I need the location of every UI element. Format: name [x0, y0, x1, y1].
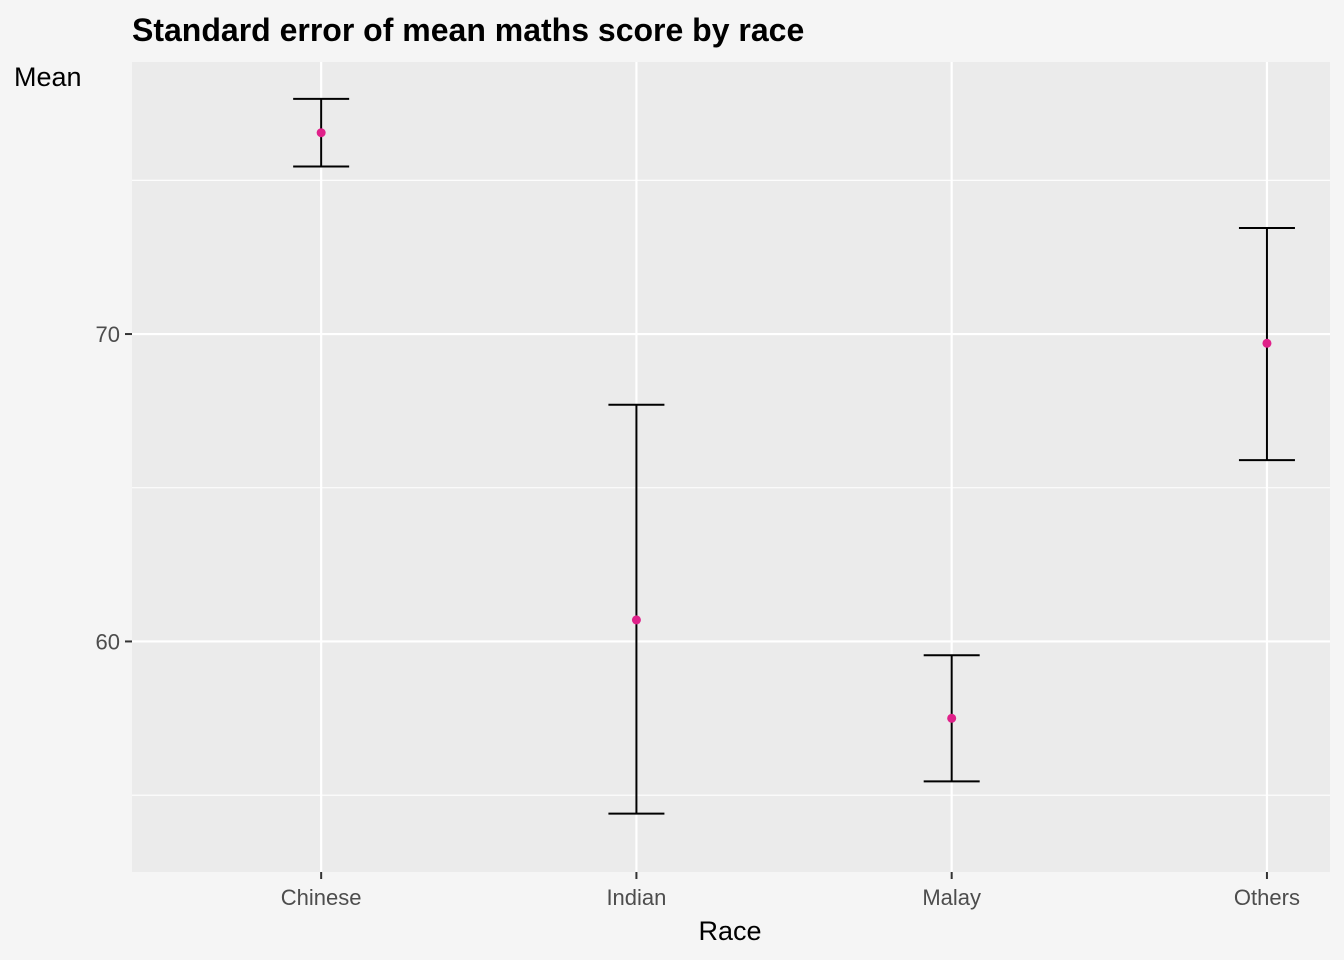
- x-tick-label: Chinese: [281, 885, 362, 910]
- major-gridlines: [132, 62, 1330, 872]
- y-tick-label: 60: [96, 629, 120, 654]
- errorbar-indian: [608, 403, 665, 815]
- mean-points: [316, 128, 1272, 723]
- x-tick-label: Malay: [922, 885, 981, 910]
- chart-title: Standard error of mean maths score by ra…: [132, 12, 804, 48]
- mean-point-others: [1262, 338, 1272, 348]
- x-axis-label: Race: [698, 916, 761, 946]
- minor-gridlines: [132, 179, 1330, 796]
- y-tick-label: 70: [96, 322, 120, 347]
- x-axis: Chinese Indian Malay Others: [281, 872, 1300, 910]
- plot-panel: [132, 62, 1330, 872]
- x-tick-label: Others: [1234, 885, 1300, 910]
- mean-point-chinese: [316, 128, 326, 138]
- mean-point-malay: [947, 713, 957, 723]
- x-tick-label: Indian: [606, 885, 666, 910]
- y-axis-label: Mean: [14, 62, 82, 92]
- y-axis: 60 70: [96, 322, 132, 654]
- mean-point-indian: [631, 615, 641, 625]
